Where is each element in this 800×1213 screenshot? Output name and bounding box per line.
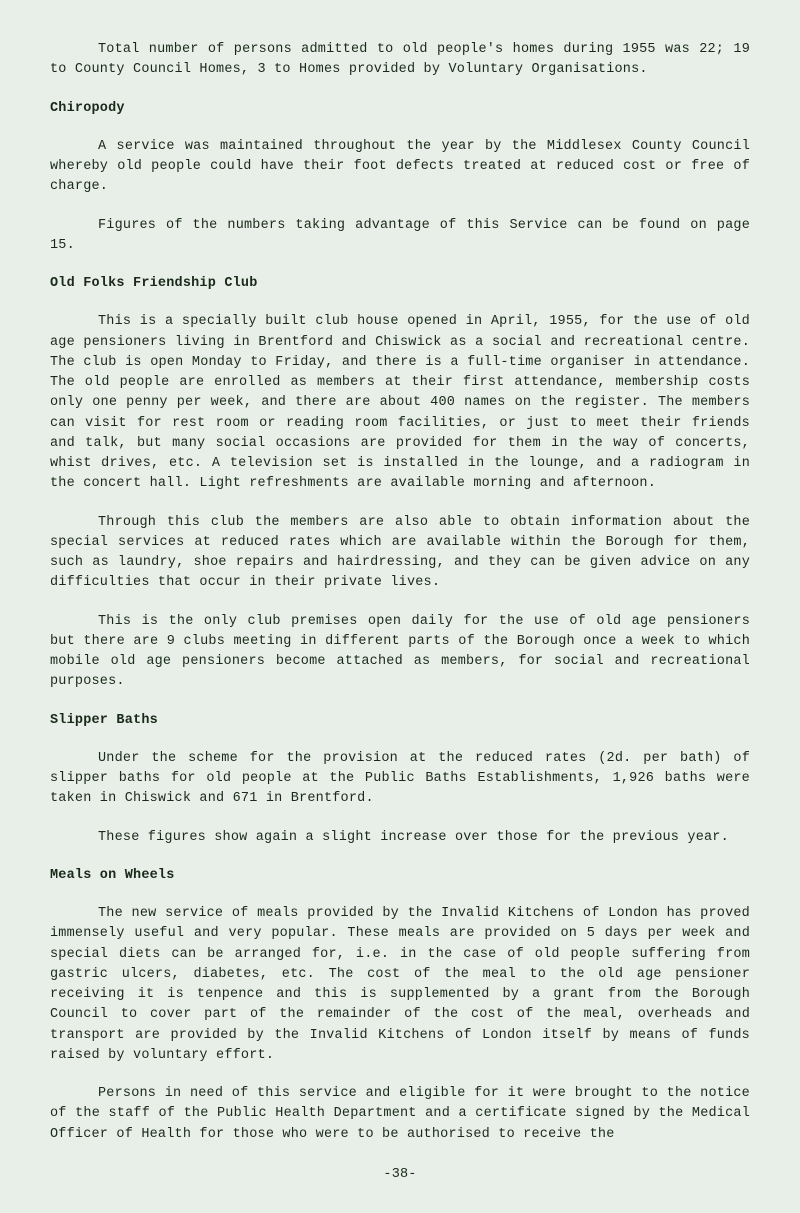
page-number: -38-	[50, 1165, 750, 1185]
heading-slipper-baths: Slipper Baths	[50, 711, 750, 731]
paragraph-old-folks-2: Through this club the members are also a…	[50, 513, 750, 594]
heading-chiropody: Chiropody	[50, 99, 750, 119]
paragraph-slipper-2: These figures show again a slight increa…	[50, 828, 750, 848]
paragraph-old-folks-1: This is a specially built club house ope…	[50, 312, 750, 494]
paragraph-chiropody-1: A service was maintained throughout the …	[50, 137, 750, 198]
heading-meals: Meals on Wheels	[50, 866, 750, 886]
paragraph-intro: Total number of persons admitted to old …	[50, 40, 750, 81]
paragraph-meals-1: The new service of meals provided by the…	[50, 904, 750, 1066]
heading-old-folks: Old Folks Friendship Club	[50, 274, 750, 294]
paragraph-slipper-1: Under the scheme for the provision at th…	[50, 749, 750, 810]
paragraph-chiropody-2: Figures of the numbers taking advantage …	[50, 216, 750, 257]
paragraph-meals-2: Persons in need of this service and elig…	[50, 1084, 750, 1145]
paragraph-old-folks-3: This is the only club premises open dail…	[50, 612, 750, 693]
